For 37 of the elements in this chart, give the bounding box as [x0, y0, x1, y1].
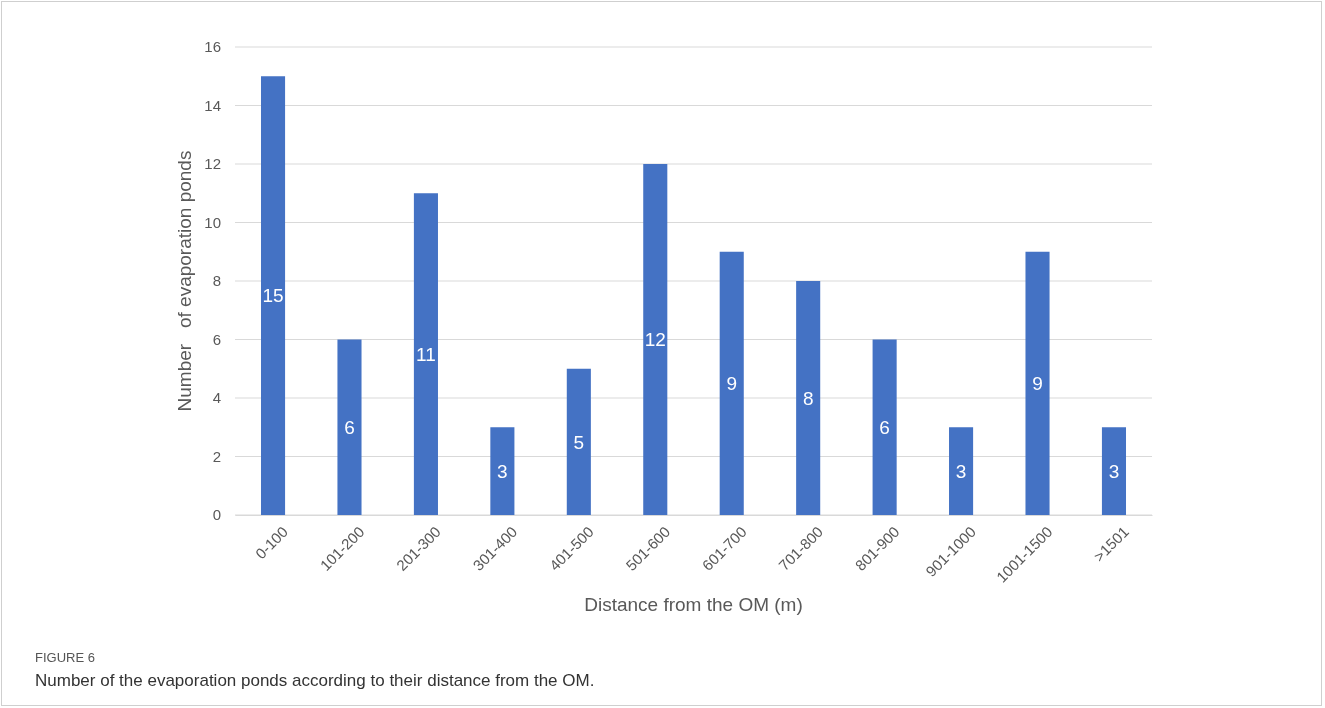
y-tick-label: 16 — [204, 38, 221, 56]
data-label: 9 — [1032, 373, 1043, 395]
bar — [949, 427, 974, 515]
bar — [566, 368, 591, 515]
data-label: 8 — [802, 387, 814, 409]
data-label: 12 — [644, 329, 666, 351]
caption: FIGURE 6 — [35, 650, 95, 665]
data-label: 6 — [879, 416, 890, 438]
bar — [872, 339, 897, 515]
y-tick-label: 10 — [204, 213, 221, 231]
y-tick-label: 0 — [212, 506, 221, 524]
bar — [643, 164, 668, 515]
y-axis-title: Number of evaporation ponds — [174, 150, 195, 412]
bar — [413, 193, 438, 515]
data-label: 9 — [726, 373, 738, 395]
x-axis-title: Distance from the OM (m) — [584, 594, 803, 615]
bar — [337, 339, 362, 515]
bar — [796, 281, 821, 515]
y-tick-label: 14 — [204, 96, 221, 114]
bar — [1101, 427, 1127, 515]
data-label: 3 — [955, 460, 967, 482]
data-label: 15 — [262, 285, 284, 307]
text: Number of the evaporation ponds according to their distance from the OM. — [35, 671, 595, 690]
y-tick-label: 4 — [212, 389, 221, 407]
data-label: 3 — [1108, 460, 1120, 482]
bar — [719, 251, 744, 515]
bar — [260, 76, 286, 515]
data-label: 11 — [416, 343, 436, 365]
bar — [490, 427, 515, 515]
y-tick-label: 2 — [212, 447, 221, 465]
y-tick-label: 6 — [212, 330, 221, 348]
data-label: 6 — [344, 416, 355, 438]
data-label: 3 — [497, 460, 508, 482]
y-tick-label: 8 — [212, 272, 221, 290]
y-tick-label: 12 — [204, 155, 221, 173]
data-label: 5 — [573, 431, 585, 453]
bar — [1025, 251, 1050, 515]
